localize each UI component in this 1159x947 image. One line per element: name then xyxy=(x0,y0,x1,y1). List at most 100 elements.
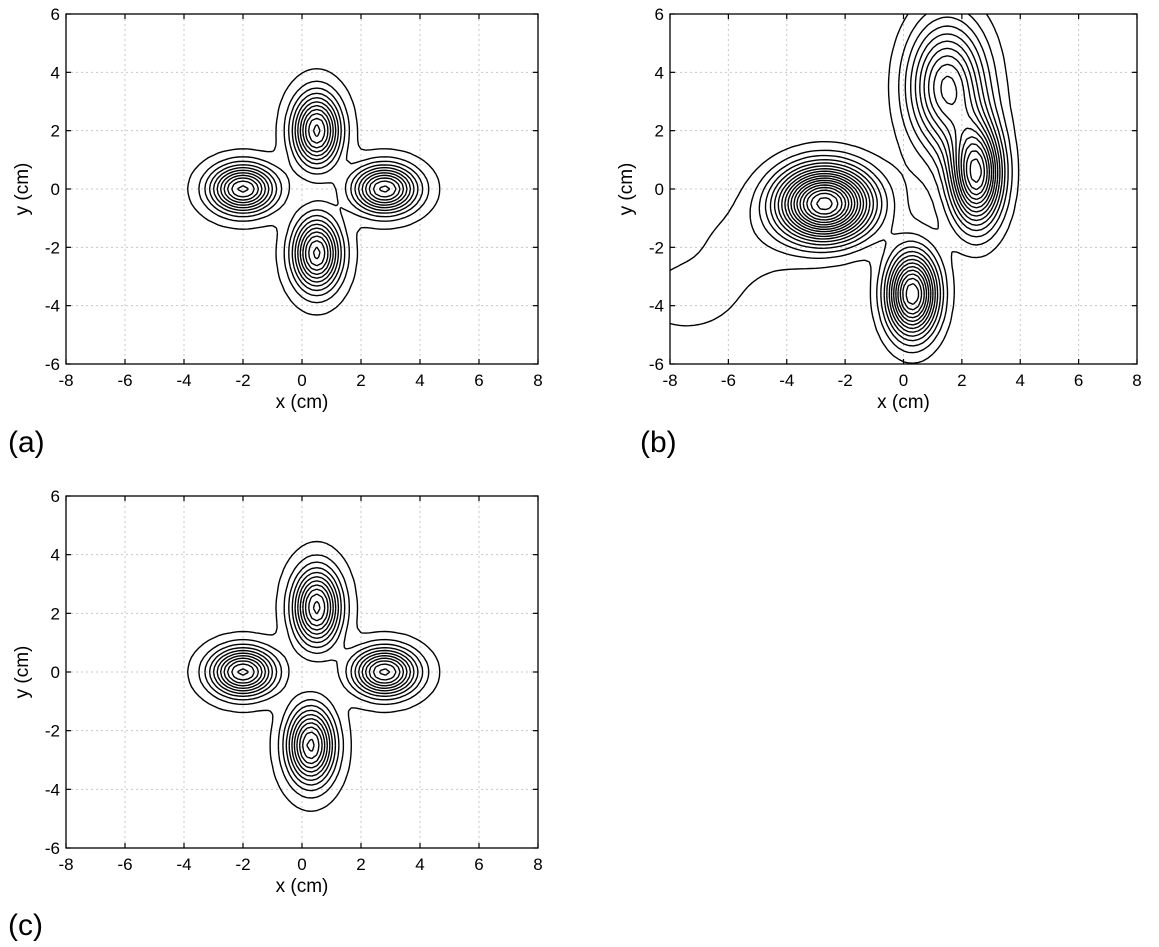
x-tick-label: -2 xyxy=(235,371,250,390)
contour-level-11 xyxy=(237,600,391,752)
contour-level-2 xyxy=(198,80,430,304)
x-axis-label: x (cm) xyxy=(877,392,930,413)
contour-lines xyxy=(187,68,441,316)
contour-level-10 xyxy=(787,75,993,319)
x-tick-label: -2 xyxy=(838,371,853,390)
y-tick-label: -2 xyxy=(649,238,664,257)
y-tick-label: 0 xyxy=(51,180,60,199)
y-tick-label: 0 xyxy=(655,180,664,199)
y-tick-label: 4 xyxy=(51,63,60,82)
contour-level-14 xyxy=(799,158,982,224)
contour-level-9 xyxy=(226,588,401,765)
x-tick-label: -2 xyxy=(235,855,250,874)
x-axis-label: x (cm) xyxy=(276,876,329,897)
y-tick-label: -4 xyxy=(45,780,60,799)
y-tick-label: 4 xyxy=(51,546,60,565)
x-tick-label: 2 xyxy=(356,371,365,390)
x-tick-label: 0 xyxy=(297,855,306,874)
x-tick-label: -8 xyxy=(58,371,73,390)
x-tick-label: 6 xyxy=(474,855,483,874)
x-tick-label: 0 xyxy=(899,371,908,390)
panel-label: (a) xyxy=(8,426,45,459)
contour-level-1 xyxy=(187,540,441,812)
x-tick-label: 6 xyxy=(1074,371,1083,390)
contour-level-2 xyxy=(198,554,430,799)
x-tick-label: -6 xyxy=(721,371,736,390)
y-tick-label: -6 xyxy=(45,839,60,858)
x-tick-label: -4 xyxy=(779,371,794,390)
x-tick-label: 6 xyxy=(474,371,483,390)
contour-level-1 xyxy=(187,68,441,316)
contour-level-5 xyxy=(212,97,415,287)
contour-level-13 xyxy=(796,150,985,306)
contour-level-4 xyxy=(208,92,419,292)
y-tick-label: -2 xyxy=(45,238,60,257)
contour-level-4 xyxy=(764,25,1006,342)
y-tick-label: 2 xyxy=(51,122,60,141)
contour-level-6 xyxy=(216,101,412,283)
contour-level-17 xyxy=(810,192,839,215)
contour-level-8 xyxy=(223,108,405,276)
panel-label: (b) xyxy=(640,426,677,459)
x-tick-label: -8 xyxy=(58,855,73,874)
contour-level-10 xyxy=(231,117,397,267)
y-tick-label: -4 xyxy=(649,297,664,316)
contour-level-4 xyxy=(208,567,419,786)
panel-label: (c) xyxy=(8,909,43,942)
contour-lines xyxy=(187,540,441,812)
contour-level-9 xyxy=(784,63,995,323)
contour-level-18 xyxy=(816,197,833,211)
x-tick-label: -4 xyxy=(176,855,191,874)
y-tick-label: 2 xyxy=(655,122,664,141)
contour-lines xyxy=(670,14,1020,364)
contour-level-7 xyxy=(219,580,408,773)
contour-level-6 xyxy=(773,40,1001,333)
y-tick-label: 6 xyxy=(51,5,60,24)
contour-level-12 xyxy=(793,143,988,311)
y-tick-label: -6 xyxy=(649,355,664,374)
x-tick-label: 2 xyxy=(356,855,365,874)
contour-level-7 xyxy=(777,47,999,330)
x-tick-label: 8 xyxy=(1132,371,1141,390)
x-tick-label: 8 xyxy=(533,855,542,874)
contour-level-10 xyxy=(231,593,397,760)
y-tick-label: 0 xyxy=(51,663,60,682)
x-tick-label: 4 xyxy=(415,855,424,874)
y-tick-label: 4 xyxy=(655,63,664,82)
contour-level-7 xyxy=(219,104,408,279)
contour-level-6 xyxy=(216,576,412,777)
contour-level-3 xyxy=(758,16,1009,347)
contour-level-15 xyxy=(802,186,847,221)
contour-level-1 xyxy=(670,14,1020,364)
contour-level-2 xyxy=(749,14,1013,354)
contour-level-9 xyxy=(226,112,401,271)
x-tick-label: 4 xyxy=(415,371,424,390)
x-tick-label: -4 xyxy=(176,371,191,390)
x-tick-label: -6 xyxy=(117,855,132,874)
x-tick-label: -8 xyxy=(662,371,677,390)
y-tick-label: -6 xyxy=(45,355,60,374)
contour-level-5 xyxy=(212,571,415,781)
y-tick-label: 6 xyxy=(51,487,60,506)
x-axis-label: x (cm) xyxy=(276,392,329,413)
x-tick-label: -6 xyxy=(117,371,132,390)
contour-level-11 xyxy=(237,124,391,260)
y-tick-label: 2 xyxy=(51,604,60,623)
contour-level-5 xyxy=(769,33,1003,337)
y-tick-label: 6 xyxy=(655,5,664,24)
y-axis-label: y (cm) xyxy=(616,163,637,216)
y-axis-label: y (cm) xyxy=(12,163,33,216)
contour-level-16 xyxy=(806,189,843,218)
x-tick-label: 2 xyxy=(957,371,966,390)
contour-level-3 xyxy=(204,87,424,297)
contour-level-8 xyxy=(223,584,405,769)
contour-level-3 xyxy=(204,561,424,792)
y-tick-label: -4 xyxy=(45,297,60,316)
x-tick-label: 0 xyxy=(297,371,306,390)
contour-level-8 xyxy=(781,55,997,326)
y-tick-label: -2 xyxy=(45,722,60,741)
